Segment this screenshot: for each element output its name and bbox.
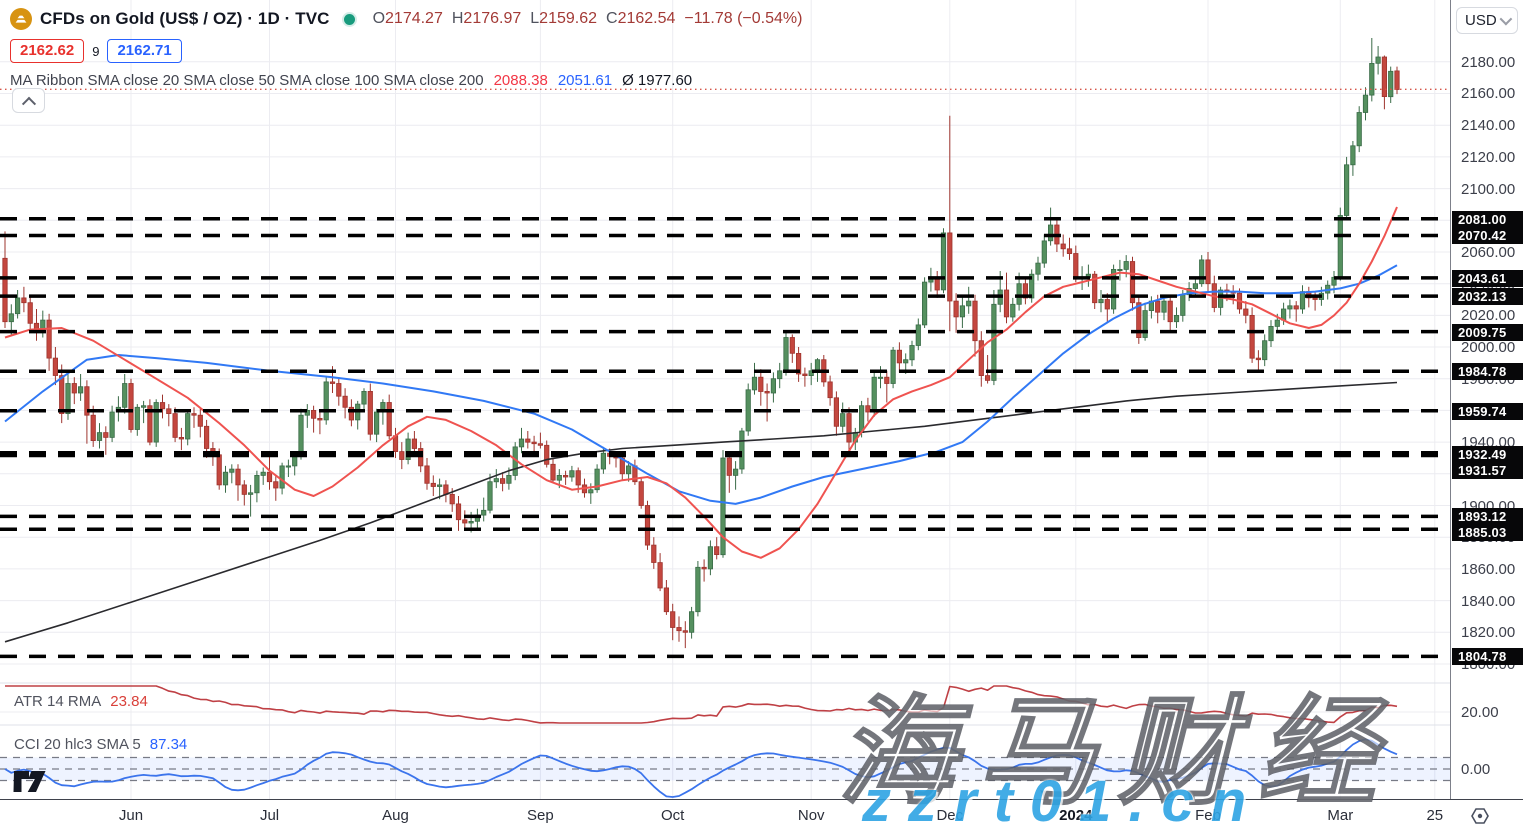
change-value: −11.78 (−0.54%) — [684, 10, 803, 27]
market-status-icon[interactable] — [343, 13, 355, 25]
time-axis-label: Sep — [527, 807, 554, 824]
price-level-badge: 1932.49 — [1452, 446, 1523, 464]
price-level-badge: 1959.74 — [1452, 402, 1523, 420]
symbol-title[interactable]: CFDs on Gold (US$ / OZ) · 1D · TVC — [40, 9, 330, 28]
sma-average-value: Ø 1977.60 — [622, 72, 693, 89]
price-level-badge: 1893.12 — [1452, 508, 1523, 526]
cci-pane-legend[interactable]: CCI 20 hlc3 SMA 5 87.34 — [14, 736, 187, 753]
ohlc-values: O2174.27 H2176.97 L2159.62 C2162.54 −11.… — [372, 10, 803, 27]
price-tick-label: 2060.00 — [1461, 243, 1516, 261]
indicator-axis-label: 20.00 — [1461, 704, 1499, 721]
chevron-up-icon — [21, 96, 36, 111]
price-tick-label: 2120.00 — [1461, 148, 1516, 166]
time-axis-label: Mar — [1327, 807, 1354, 824]
price-level-badge: 1984.78 — [1452, 363, 1523, 381]
price-level-badge: 2032.13 — [1452, 288, 1523, 306]
high-value: 2176.97 — [463, 10, 522, 27]
price-level-badge: 2081.00 — [1452, 210, 1523, 228]
tradingview-logo[interactable] — [13, 770, 49, 794]
candles-layer — [2, 38, 1400, 649]
sell-button[interactable]: 2162.62 — [10, 39, 85, 63]
time-axis-label: Jun — [118, 807, 144, 824]
price-level-badge: 2043.61 — [1452, 269, 1523, 287]
chart-legend: CFDs on Gold (US$ / OZ) · 1D · TVC O2174… — [10, 7, 802, 89]
cci-label: CCI 20 hlc3 SMA 5 — [14, 736, 141, 753]
price-tick-label: 1860.00 — [1461, 560, 1516, 578]
price-level-badge: 1885.03 — [1452, 524, 1523, 542]
price-tick-label: 2160.00 — [1461, 85, 1516, 103]
buy-button[interactable]: 2162.71 — [107, 39, 182, 63]
price-tick-label: 2000.00 — [1461, 339, 1516, 357]
time-axis-label: Aug — [382, 807, 409, 824]
atr-pane-legend[interactable]: ATR 14 RMA 23.84 — [14, 693, 148, 710]
price-axis[interactable]: USD 1800.001820.001840.001860.001880.001… — [1450, 0, 1523, 799]
close-value: 2162.54 — [617, 10, 676, 27]
price-tick-label: 2180.00 — [1461, 53, 1516, 71]
settings-icon[interactable] — [1469, 805, 1491, 827]
price-tick-label: 2140.00 — [1461, 117, 1516, 135]
time-axis-label: Oct — [660, 807, 685, 824]
sma20-value: 2088.38 — [493, 72, 548, 89]
price-level-badge: 1931.57 — [1452, 462, 1523, 480]
price-level-badge: 2070.42 — [1452, 227, 1523, 245]
price-level-badge: 2009.75 — [1452, 323, 1523, 341]
price-level-badge: 1804.78 — [1452, 648, 1523, 666]
time-axis[interactable]: Jun Jul Aug Sep Oct Nov Dec 2024 Feb Mar 25 — [0, 799, 1523, 833]
atr-value: 23.84 — [110, 693, 148, 710]
indicator-axis-label: 0.00 — [1461, 761, 1491, 778]
ma-ribbon-label[interactable]: MA Ribbon SMA close 20 SMA close 50 SMA … — [10, 72, 484, 89]
spread-value: 9 — [92, 43, 100, 59]
atr-label: ATR 14 RMA — [14, 693, 102, 710]
time-axis-label: Dec — [936, 807, 964, 824]
price-tick-label: 2100.00 — [1461, 180, 1516, 198]
currency-selector[interactable]: USD — [1456, 7, 1518, 34]
time-axis-label: Nov — [797, 807, 825, 824]
time-axis-label: Jul — [259, 807, 280, 824]
gold-symbol-icon — [10, 8, 32, 30]
time-axis-label: 25 — [1426, 807, 1444, 824]
price-tick-label: 1840.00 — [1461, 592, 1516, 610]
price-tick-label: 1820.00 — [1461, 624, 1516, 642]
time-axis-label: 2024 — [1059, 807, 1093, 824]
open-value: 2174.27 — [385, 10, 443, 27]
chevron-down-icon — [1499, 12, 1513, 26]
sma50-value: 2051.61 — [557, 72, 613, 89]
low-value: 2159.62 — [539, 10, 598, 27]
collapse-pane-button[interactable] — [12, 88, 45, 113]
time-axis-label: Feb — [1195, 807, 1221, 824]
price-tick-label: 2020.00 — [1461, 307, 1516, 325]
cci-value: 87.34 — [149, 736, 188, 753]
